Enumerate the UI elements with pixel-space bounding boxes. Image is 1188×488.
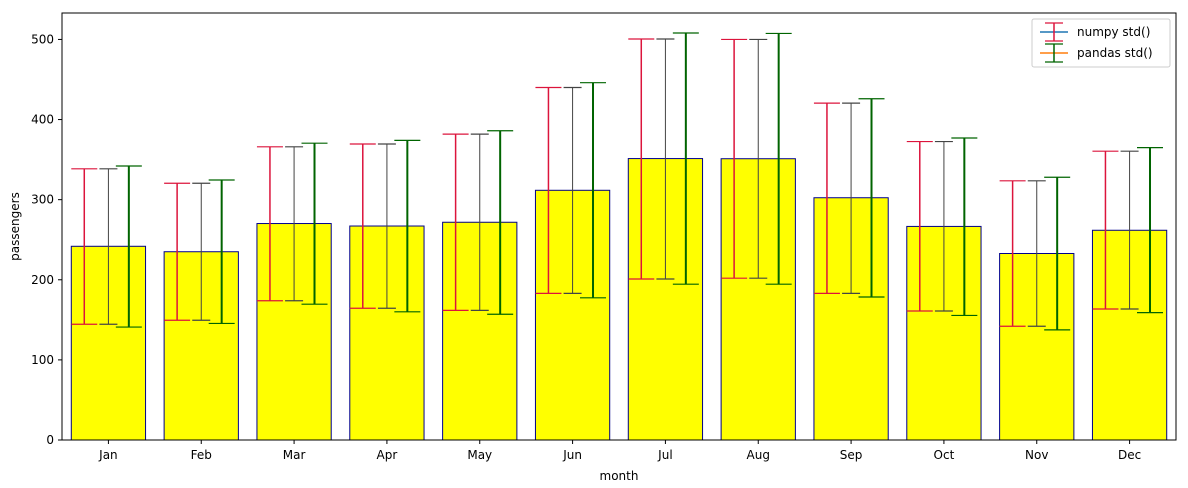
x-tick-label-sep: Sep <box>840 448 863 462</box>
x-tick-label-feb: Feb <box>191 448 212 462</box>
y-tick-label-300: 300 <box>31 193 54 207</box>
x-tick-label-oct: Oct <box>934 448 955 462</box>
errorbars-layer <box>71 32 1164 331</box>
ticks-layer: Jan Feb Mar Apr May Jun Jul Aug Sep Oct Nov Dec 0 100… <box>31 32 1141 462</box>
x-tick-label-may: May <box>467 448 492 462</box>
legend-label-1: numpy std() <box>1077 25 1150 39</box>
axes-layer <box>61 12 1177 441</box>
x-tick-label-jan: Jan <box>98 448 118 462</box>
x-tick-label-nov: Nov <box>1025 448 1048 462</box>
x-tick-label-dec: Dec <box>1118 448 1141 462</box>
y-tick-label-200: 200 <box>31 273 54 287</box>
legend: numpy std() pandas std() <box>1031 18 1171 68</box>
legend-label-2: pandas std() <box>1077 46 1153 60</box>
y-tick-label-400: 400 <box>31 113 54 127</box>
x-axis-label: month <box>600 469 639 483</box>
y-axis-label: passengers <box>8 192 22 261</box>
legend-box <box>1031 18 1171 68</box>
y-tick-label-100: 100 <box>31 353 54 367</box>
x-tick-label-jun: Jun <box>562 448 582 462</box>
x-tick-label-mar: Mar <box>283 448 306 462</box>
bars-layer <box>70 158 1168 441</box>
y-tick-label-0: 0 <box>46 433 54 447</box>
x-tick-label-apr: Apr <box>377 448 398 462</box>
x-tick-label-aug: Aug <box>747 448 770 462</box>
axes-frame <box>61 12 1177 441</box>
y-tick-label-500: 500 <box>31 32 54 46</box>
x-tick-label-jul: Jul <box>657 448 672 462</box>
